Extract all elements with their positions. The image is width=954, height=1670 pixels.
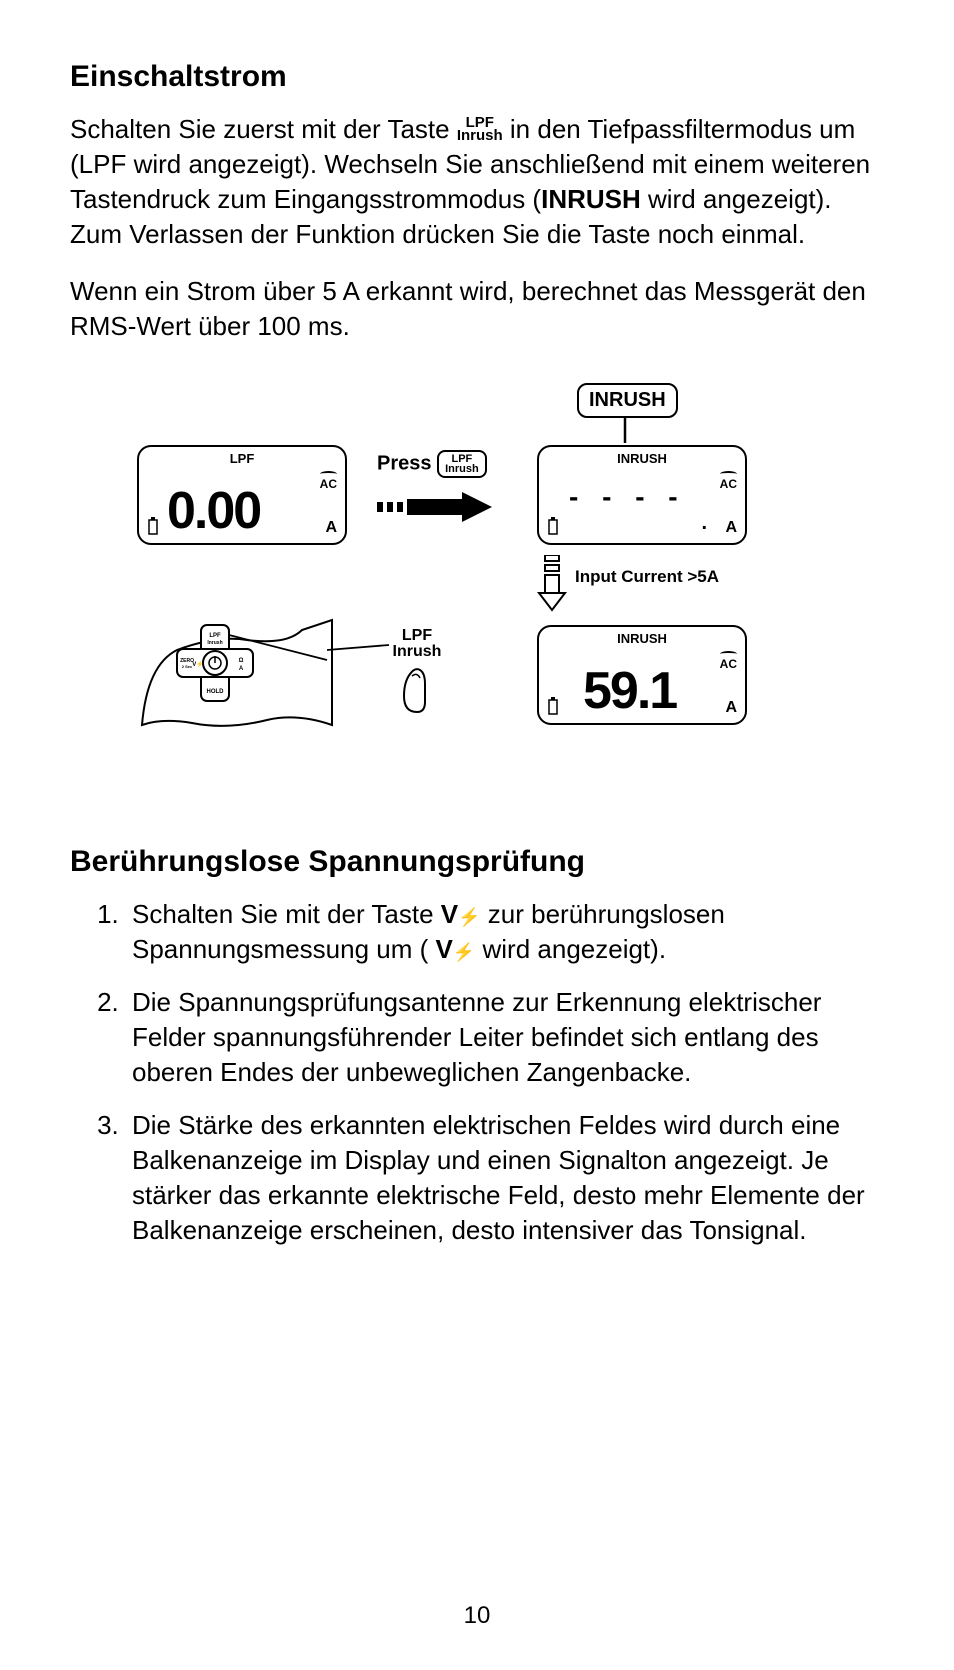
bubble-pointer	[615, 417, 635, 447]
p1-pre: Schalten Sie zuerst mit der Taste	[70, 114, 457, 144]
section1-paragraph2: Wenn ein Strom über 5 A erkannt wird, be…	[70, 274, 884, 344]
list-item-1: Schalten Sie mit der Taste V⚡ zur berühr…	[126, 897, 884, 967]
li1-pre: Schalten Sie mit der Taste	[132, 899, 441, 929]
section1-heading: Einschaltstrom	[70, 60, 884, 94]
inrush-diagram: LPF AC 0.00 A Press LPF Inrush INRUSH IN…	[137, 375, 817, 795]
lcd-display-inrush-wait: INRUSH AC - - - - . A	[537, 445, 747, 545]
press-text: Press	[377, 452, 432, 474]
list-item-2: Die Spannungsprüfungsantenne zur Erkennu…	[126, 985, 884, 1090]
callout-line	[327, 635, 397, 665]
battery-icon	[147, 517, 159, 535]
inrush-bubble: INRUSH	[577, 383, 678, 418]
page-number: 10	[464, 1602, 491, 1630]
lcd1-digits: 0.00	[167, 485, 260, 537]
key-bot: Inrush	[445, 464, 479, 474]
battery-icon	[547, 697, 559, 715]
lcd3-unit: A	[725, 699, 737, 717]
input-current-label: Input Current >5A	[575, 567, 719, 587]
label-bot: Inrush	[457, 129, 503, 143]
battery-icon	[547, 517, 559, 535]
p1-bold: INRUSH	[541, 184, 641, 214]
v-bolt-symbol: V⚡	[441, 897, 481, 932]
lpf-inrush-key-icon: LPF Inrush	[437, 450, 487, 479]
lcd3-digits: 59.1	[583, 665, 676, 717]
lpf-inrush-callout: LPF Inrush	[392, 628, 442, 714]
v-bolt-symbol: V⚡	[436, 932, 476, 967]
lcd2-dot: .	[701, 512, 707, 535]
li1-end: wird angezeigt).	[475, 934, 666, 964]
lcd2-ac: AC	[720, 477, 737, 491]
lcd2-toplabel: INRUSH	[617, 451, 667, 466]
section2-list: Schalten Sie mit der Taste V⚡ zur berühr…	[70, 897, 884, 1249]
svg-text:Ω: Ω	[239, 658, 244, 664]
lcd3-toplabel: INRUSH	[617, 631, 667, 646]
lcd2-unit: A	[725, 519, 737, 537]
callout-bot: Inrush	[392, 644, 442, 660]
list-item-3: Die Stärke des erkannten elektrischen Fe…	[126, 1108, 884, 1248]
lpf-inrush-inline-label: LPF Inrush	[457, 116, 503, 143]
thumb-press-icon	[392, 664, 442, 714]
svg-text:HOLD: HOLD	[207, 689, 225, 695]
svg-text:Inrush: Inrush	[207, 640, 222, 646]
lcd-display-inrush-result: INRUSH AC 59.1 A	[537, 625, 747, 725]
svg-text:A: A	[239, 666, 244, 672]
callout-top: LPF	[392, 628, 442, 644]
section2-heading: Berührungslose Spannungsprüfung	[70, 845, 884, 879]
lcd2-dashes: - - - -	[569, 481, 686, 513]
lcd1-ac: AC	[320, 477, 337, 491]
down-arrow-icon	[535, 555, 569, 615]
lcd1-unit: A	[325, 519, 337, 537]
lcd3-ac: AC	[720, 657, 737, 671]
lcd1-toplabel: LPF	[230, 451, 255, 466]
arrow-right-icon	[377, 487, 497, 527]
lcd-display-lpf: LPF AC 0.00 A	[137, 445, 347, 545]
svg-text:V⚡: V⚡	[192, 660, 203, 668]
press-label: Press LPF Inrush	[377, 450, 487, 479]
section1-paragraph1: Schalten Sie zuerst mit der Taste LPF In…	[70, 112, 884, 252]
svg-text:LPF: LPF	[209, 633, 221, 639]
device-dpad-sketch: LPF Inrush HOLD ZERO 2 Sec V⚡ Ω A	[137, 605, 337, 755]
